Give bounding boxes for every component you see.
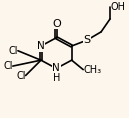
Text: N: N bbox=[53, 63, 60, 73]
Text: S: S bbox=[83, 35, 91, 45]
Text: OH: OH bbox=[110, 2, 125, 12]
Text: H: H bbox=[53, 73, 60, 83]
Text: CH₃: CH₃ bbox=[83, 65, 101, 75]
Text: O: O bbox=[52, 19, 61, 29]
Text: Cl: Cl bbox=[16, 71, 26, 80]
Text: Cl: Cl bbox=[3, 61, 13, 71]
Text: N: N bbox=[37, 41, 45, 51]
Text: Cl: Cl bbox=[8, 46, 18, 56]
